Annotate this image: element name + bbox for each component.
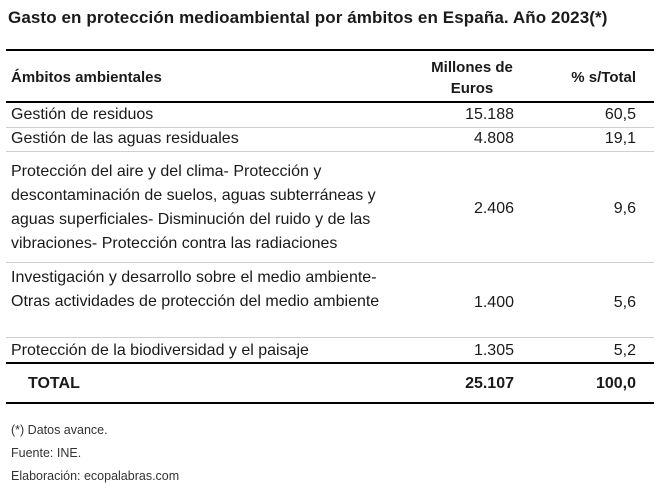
row-divider [6, 337, 654, 338]
row-euros: 4.808 [473, 130, 514, 147]
row-label: Protección de la biodiversidad y el pais… [11, 342, 309, 359]
row-euros: 1.400 [473, 294, 514, 311]
row-percent: 9,6 [613, 200, 636, 217]
table-top-rule [6, 49, 654, 51]
row-percent: 5,6 [613, 294, 636, 311]
row-label: Protección del aire y del clima- Protecc… [11, 163, 376, 252]
table-bottom-rule [6, 402, 654, 404]
row-label: Investigación y desarrollo sobre el medi… [11, 269, 380, 310]
row-percent: 60,5 [604, 106, 636, 123]
column-header-label: Ámbitos ambientales [11, 69, 162, 86]
row-euros: 2.406 [473, 200, 514, 217]
total-top-rule [6, 362, 654, 364]
page-title: Gasto en protección medioambiental por á… [8, 8, 608, 27]
row-percent: 5,2 [613, 342, 636, 359]
total-label: TOTAL [28, 375, 80, 392]
column-header-euros: Millones de Euros [431, 59, 513, 97]
row-divider [6, 127, 654, 128]
row-euros: 1.305 [473, 342, 514, 359]
footnote-credit: Elaboración: ecopalabras.com [11, 469, 180, 483]
row-divider [6, 151, 654, 152]
total-percent: 100,0 [595, 375, 636, 392]
row-label: Gestión de las aguas residuales [11, 130, 239, 147]
row-divider [6, 262, 654, 263]
header-bottom-rule [6, 101, 654, 103]
footnote-advance: (*) Datos avance. [11, 423, 108, 437]
column-header-percent: % s/Total [571, 69, 636, 86]
footnote-source: Fuente: INE. [11, 446, 82, 460]
total-euros: 25.107 [465, 375, 514, 392]
row-euros: 15.188 [465, 106, 514, 123]
row-percent: 19,1 [604, 130, 636, 147]
row-label: Gestión de residuos [11, 106, 154, 123]
